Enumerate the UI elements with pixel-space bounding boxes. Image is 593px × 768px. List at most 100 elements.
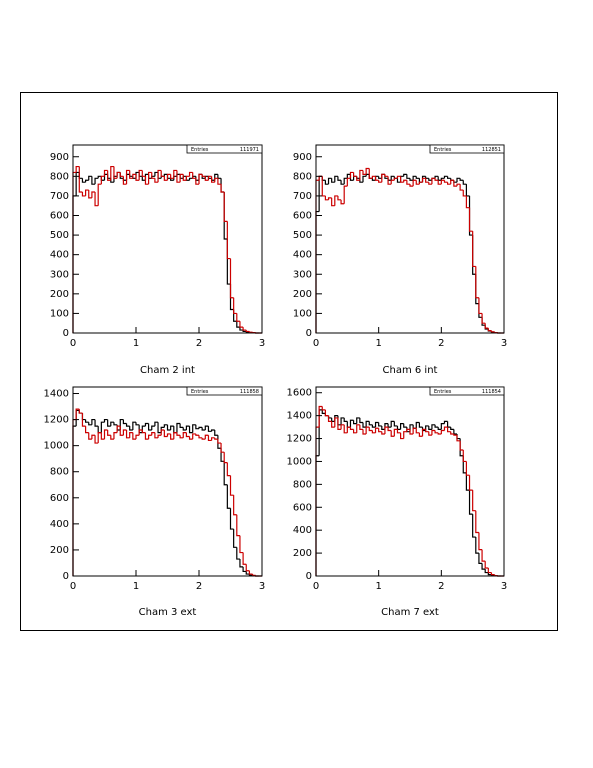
histogram-bin	[100, 432, 105, 440]
histogram-bin	[324, 180, 329, 185]
histogram-bin	[214, 177, 218, 183]
histogram-bin	[78, 166, 83, 193]
histogram-bin	[381, 425, 385, 430]
histogram-bin	[334, 175, 338, 183]
histogram-bin	[459, 184, 464, 191]
y-tick-label: 600	[293, 502, 312, 513]
histogram-bin	[478, 297, 483, 315]
plot-frame	[315, 386, 505, 577]
histogram-bin	[239, 535, 244, 554]
histogram-bin	[371, 430, 376, 434]
y-tick-label: 600	[293, 211, 312, 222]
histogram-bin	[129, 432, 133, 438]
histogram-bin	[119, 426, 124, 436]
y-tick-label: 1400	[287, 411, 312, 422]
histogram-bin	[346, 426, 351, 433]
histogram-bin	[129, 170, 133, 179]
histogram-bin	[362, 175, 367, 183]
histogram-bin	[462, 190, 467, 197]
histogram-bin	[447, 427, 451, 433]
histogram-bin	[434, 430, 439, 434]
histogram-bin	[176, 432, 181, 436]
histogram-bin	[198, 435, 203, 439]
histogram-bin	[103, 429, 108, 440]
histogram-bin	[211, 437, 215, 441]
stats-value: 111858	[240, 389, 259, 395]
y-tick-label: 300	[293, 269, 312, 280]
histogram-bin	[459, 178, 464, 181]
histogram-bin	[346, 173, 351, 179]
histogram-bin	[195, 178, 199, 185]
y-tick-label: 200	[293, 548, 312, 559]
histogram-bin	[81, 413, 86, 427]
y-tick-label: 0	[63, 571, 69, 582]
histogram-bin	[204, 176, 209, 181]
histogram-bin	[75, 165, 80, 173]
histogram-bin	[182, 174, 187, 181]
histogram-bin	[331, 178, 335, 183]
frame	[20, 92, 558, 631]
histogram-bin	[85, 426, 89, 434]
histogram-bin	[81, 178, 86, 183]
y-tick-label: 900	[50, 152, 69, 163]
histogram-bin	[179, 435, 184, 439]
histogram-bin	[176, 422, 181, 433]
histogram-bin	[475, 266, 479, 299]
histogram-bin	[166, 173, 171, 181]
histogram-bin	[173, 169, 177, 179]
histogram-bin	[472, 231, 476, 268]
histogram-bin	[192, 433, 196, 440]
y-tick-label: 800	[50, 171, 69, 182]
histogram-bin	[359, 424, 363, 430]
histogram-bin	[103, 169, 108, 177]
histogram-bin	[110, 165, 114, 181]
histogram-bin	[75, 408, 80, 420]
histogram-bin	[450, 427, 454, 430]
histogram-bin	[188, 171, 193, 177]
histogram-bin	[211, 429, 215, 432]
stats-value: 112851	[482, 147, 501, 153]
y-tick-label: 700	[50, 191, 69, 202]
histogram-bin	[428, 182, 432, 185]
y-tick-label: 800	[50, 467, 69, 478]
histogram-bin	[245, 571, 250, 575]
histogram-bin	[468, 207, 473, 232]
histogram-bin	[318, 405, 323, 428]
histogram-bin	[217, 439, 222, 444]
histogram-bin	[340, 180, 345, 185]
histogram-bin	[170, 178, 174, 181]
histogram-bin	[362, 170, 367, 175]
histogram-bin	[207, 175, 212, 181]
histogram-bin	[393, 428, 398, 437]
x-tick-label: 1	[133, 581, 139, 592]
histogram-bin	[91, 191, 96, 198]
histogram-bin	[421, 177, 426, 183]
histogram-bin	[343, 417, 348, 422]
histogram-bin	[201, 174, 206, 177]
histogram-bin	[346, 177, 351, 187]
histogram-bin	[393, 421, 398, 427]
histogram-bin	[481, 563, 486, 570]
histogram-bin	[185, 432, 190, 438]
histogram-bin	[434, 424, 439, 428]
y-tick-label: 0	[306, 571, 312, 582]
y-tick-label: 200	[50, 545, 69, 556]
histogram-bin	[428, 178, 432, 181]
chart-title: Cham 6 int	[383, 365, 438, 376]
histogram-bin	[437, 180, 442, 185]
plot-frame	[72, 144, 263, 334]
histogram-bin	[456, 183, 461, 187]
y-tick-label: 1200	[287, 434, 312, 445]
histogram-bin	[151, 425, 155, 431]
histogram-bin	[188, 426, 193, 434]
histogram-bin	[236, 547, 240, 560]
histogram-bin	[425, 178, 429, 183]
histogram-bin	[226, 221, 231, 260]
histogram-bin	[122, 429, 127, 436]
histogram-bin	[409, 178, 414, 181]
histogram-bin	[434, 175, 439, 179]
x-tick-label: 3	[501, 581, 507, 592]
histogram-bin	[160, 429, 165, 436]
histogram-bin	[116, 425, 121, 433]
